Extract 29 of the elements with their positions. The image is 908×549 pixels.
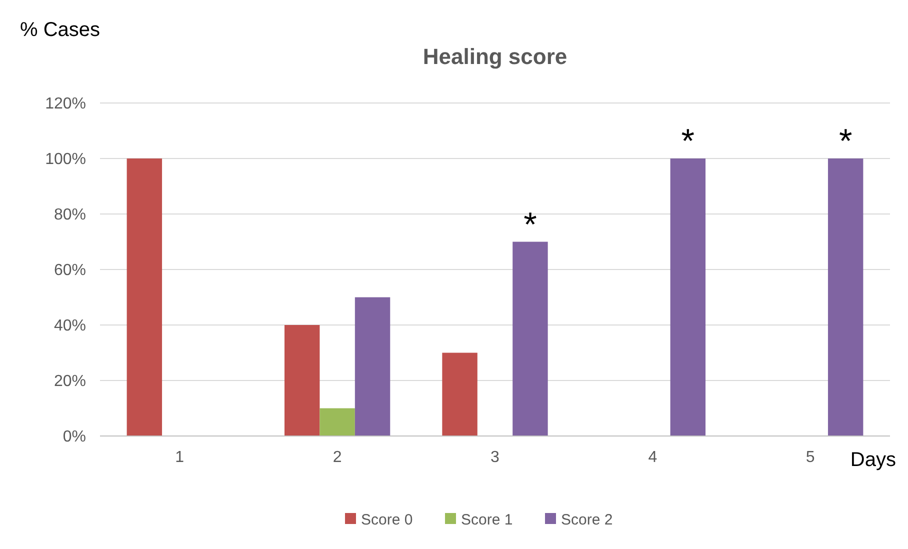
legend-label: Score 2 <box>561 511 613 528</box>
bar <box>512 242 548 436</box>
y-tick-label: 20% <box>54 373 86 390</box>
bar <box>828 158 864 436</box>
chart-title: Healing score <box>422 44 568 69</box>
y-tick-label: 120% <box>45 96 86 113</box>
bar <box>670 158 706 436</box>
bar <box>284 325 320 436</box>
y-tick-label: 60% <box>54 262 86 280</box>
legend-label: Score 0 <box>361 511 413 528</box>
bar <box>442 352 478 436</box>
bar <box>320 408 355 436</box>
y-tick-label: 0% <box>62 428 86 446</box>
annotation: * <box>524 206 537 244</box>
y-axis-title: % Cases <box>20 19 100 41</box>
y-tick-label: 100% <box>45 151 86 168</box>
x-tick-label: 3 <box>490 449 500 466</box>
x-tick-label: 5 <box>806 449 815 466</box>
bar <box>126 158 162 436</box>
y-tick-label: 40% <box>54 318 86 335</box>
annotation: * <box>838 122 852 160</box>
bar <box>354 297 390 436</box>
legend-label: Score 1 <box>461 511 513 528</box>
x-tick-label: 1 <box>175 449 184 466</box>
y-tick-label: 80% <box>54 206 86 224</box>
x-tick-label: 2 <box>332 449 342 466</box>
x-tick-label: 4 <box>648 449 658 466</box>
x-axis-title: Days <box>850 449 896 471</box>
annotation: * <box>681 122 695 160</box>
